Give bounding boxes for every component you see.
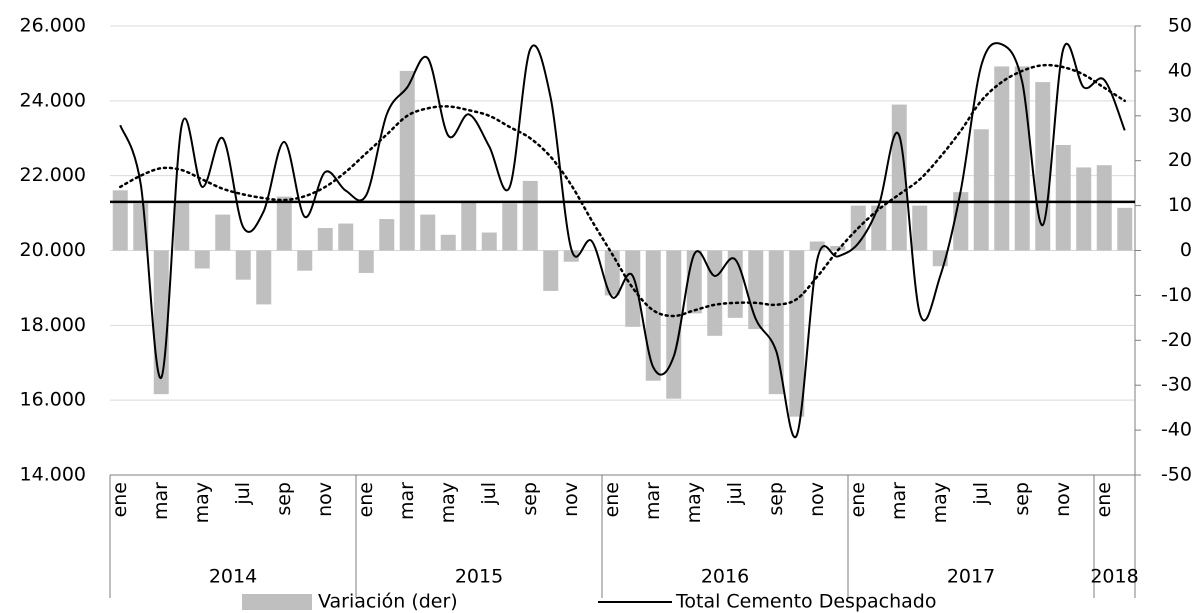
x-tick-label: nov bbox=[806, 482, 828, 517]
bar bbox=[276, 196, 292, 251]
bar bbox=[543, 250, 559, 291]
x-tick-label: mar bbox=[150, 482, 172, 520]
bar bbox=[563, 250, 579, 262]
bar bbox=[235, 250, 251, 280]
bar bbox=[440, 234, 456, 251]
x-tick-label: jul bbox=[724, 482, 746, 506]
x-group-label: 2015 bbox=[455, 566, 503, 588]
y2-tick-label: 40 bbox=[1168, 59, 1192, 81]
x-tick-label: may bbox=[437, 482, 459, 523]
bar bbox=[830, 246, 846, 251]
y-tick-label: 18.000 bbox=[20, 314, 86, 336]
x-tick-label: mar bbox=[888, 482, 910, 520]
bar bbox=[420, 214, 436, 251]
bar bbox=[994, 66, 1010, 251]
bar bbox=[973, 129, 989, 251]
y2-tick-label: 30 bbox=[1168, 104, 1192, 126]
bar bbox=[1076, 167, 1092, 251]
y2-tick-label: -10 bbox=[1161, 284, 1192, 306]
bar bbox=[112, 190, 128, 251]
x-tick-label: jul bbox=[232, 482, 254, 506]
bar bbox=[707, 250, 723, 336]
trend-line bbox=[119, 63, 1126, 318]
x-tick-label: ene bbox=[601, 482, 623, 517]
bar bbox=[768, 250, 784, 395]
x-tick-label: ene bbox=[355, 482, 377, 517]
x-tick-label: sep bbox=[273, 482, 295, 516]
y2-tick-label: -50 bbox=[1161, 464, 1192, 486]
bar bbox=[215, 214, 231, 251]
bar bbox=[338, 223, 354, 251]
legend-label: Variación (der) bbox=[318, 591, 458, 613]
x-tick-label: ene bbox=[109, 482, 131, 517]
bar bbox=[297, 250, 313, 271]
y-tick-label: 24.000 bbox=[20, 89, 86, 111]
x-tick-label: jul bbox=[478, 482, 500, 506]
bar bbox=[912, 205, 928, 251]
bar bbox=[686, 250, 702, 314]
x-tick-label: ene bbox=[847, 482, 869, 517]
x-tick-label: sep bbox=[765, 482, 787, 516]
y2-tick-label: 10 bbox=[1168, 194, 1192, 216]
legend-label: Total Cemento Despachado bbox=[675, 591, 936, 613]
bar bbox=[1096, 165, 1112, 251]
x-tick-label: jul bbox=[970, 482, 992, 506]
x-tick-label: mar bbox=[396, 482, 418, 520]
bar bbox=[256, 250, 272, 305]
bar bbox=[174, 201, 190, 251]
x-tick-label: sep bbox=[1011, 482, 1033, 516]
y-tick-label: 22.000 bbox=[20, 164, 86, 186]
y2-tick-label: 0 bbox=[1180, 239, 1192, 261]
x-tick-label: sep bbox=[519, 482, 541, 516]
bar bbox=[358, 250, 374, 273]
y2-tick-label: -20 bbox=[1161, 329, 1192, 351]
bar bbox=[194, 250, 210, 269]
bar bbox=[789, 250, 805, 417]
y-tick-label: 20.000 bbox=[20, 239, 86, 261]
x-tick-label: ene bbox=[1093, 482, 1115, 517]
bar bbox=[502, 203, 518, 251]
line bbox=[119, 42, 1126, 439]
y2-tick-label: 20 bbox=[1168, 149, 1192, 171]
bar bbox=[645, 250, 661, 381]
bar bbox=[1055, 144, 1071, 251]
y-tick-label: 14.000 bbox=[20, 464, 86, 486]
x-tick-label: may bbox=[929, 482, 951, 523]
bar bbox=[522, 180, 538, 251]
x-tick-label: may bbox=[683, 482, 705, 523]
bar bbox=[481, 232, 497, 251]
x-tick-label: nov bbox=[314, 482, 336, 517]
x-tick-label: may bbox=[191, 482, 213, 523]
x-tick-label: mar bbox=[642, 482, 664, 520]
bar bbox=[666, 250, 682, 399]
x-group-label: 2016 bbox=[701, 566, 749, 588]
legend-swatch bbox=[242, 594, 312, 610]
bar bbox=[379, 219, 395, 251]
bar bbox=[625, 250, 641, 327]
bar bbox=[399, 70, 415, 251]
y2-tick-label: -40 bbox=[1161, 419, 1192, 441]
x-tick-label: nov bbox=[560, 482, 582, 517]
y-tick-label: 16.000 bbox=[20, 389, 86, 411]
x-group-label: 2014 bbox=[209, 566, 257, 588]
y2-tick-label: 50 bbox=[1168, 15, 1192, 37]
y2-tick-label: -30 bbox=[1161, 374, 1192, 396]
bar bbox=[809, 241, 825, 251]
x-group-label: 2018 bbox=[1090, 566, 1138, 588]
bar bbox=[871, 205, 887, 251]
bar bbox=[317, 228, 333, 251]
bar bbox=[461, 201, 477, 251]
bar bbox=[1014, 66, 1030, 251]
x-group-label: 2017 bbox=[947, 566, 995, 588]
bar bbox=[891, 104, 907, 251]
bar bbox=[1117, 207, 1133, 251]
x-tick-label: nov bbox=[1052, 482, 1074, 517]
y-tick-label: 26.000 bbox=[20, 15, 86, 37]
